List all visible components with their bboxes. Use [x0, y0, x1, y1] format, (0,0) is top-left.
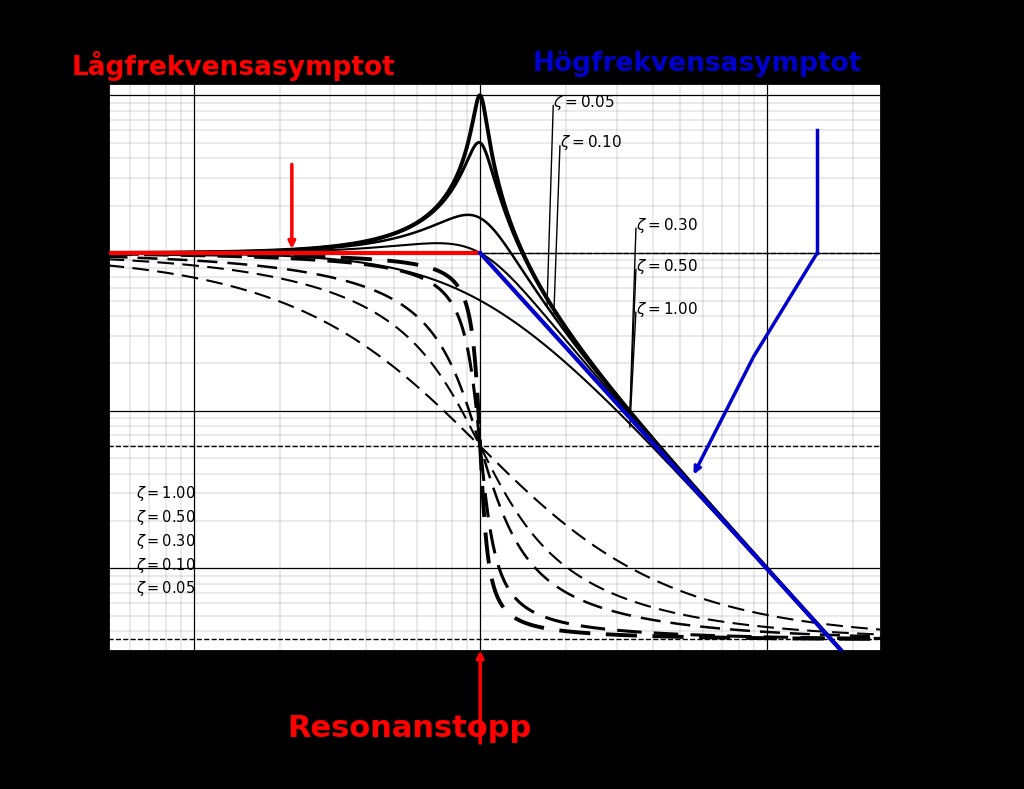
Text: $\zeta = 0.30$: $\zeta = 0.30$ [136, 532, 196, 551]
Text: $\zeta = 0.10$: $\zeta = 0.10$ [560, 133, 622, 152]
Text: $\zeta = 1.00$: $\zeta = 1.00$ [636, 300, 698, 319]
Text: Högfrekvensasymptot: Högfrekvensasymptot [532, 51, 862, 77]
Text: $\zeta = 1.00$: $\zeta = 1.00$ [136, 484, 196, 503]
Y-axis label: $\mathbf{arg\,G}$: $\mathbf{arg\,G}$ [933, 346, 986, 367]
Text: Resonanstopp: Resonanstopp [288, 714, 531, 743]
Text: $\zeta = 0.10$: $\zeta = 0.10$ [136, 555, 196, 574]
X-axis label: $\omega\,(\mathrm{rad/s})$: $\omega\,(\mathrm{rad/s})$ [456, 688, 532, 709]
Text: Lågfrekvensasymptot: Lågfrekvensasymptot [72, 51, 395, 81]
Text: $\zeta = 0.30$: $\zeta = 0.30$ [636, 215, 698, 235]
Text: $\zeta = 0.50$: $\zeta = 0.50$ [636, 257, 698, 276]
Y-axis label: $|G|$: $|G|$ [27, 344, 54, 367]
Text: $\zeta = 0.05$: $\zeta = 0.05$ [136, 578, 196, 597]
Text: $\zeta = 0.05$: $\zeta = 0.05$ [553, 93, 615, 112]
Text: $\zeta = 0.50$: $\zeta = 0.50$ [136, 508, 196, 527]
